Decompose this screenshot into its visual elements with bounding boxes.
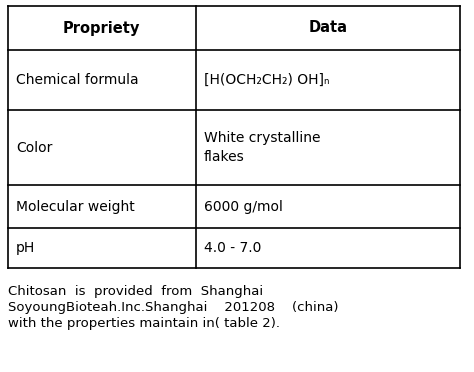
Text: [H(OCH₂CH₂) OH]ₙ: [H(OCH₂CH₂) OH]ₙ <box>203 73 329 87</box>
Text: with the properties maintain in( table 2).: with the properties maintain in( table 2… <box>8 317 280 330</box>
Text: Chemical formula: Chemical formula <box>16 73 138 87</box>
Text: Chitosan  is  provided  from  Shanghai: Chitosan is provided from Shanghai <box>8 285 263 298</box>
Text: Propriety: Propriety <box>63 20 140 35</box>
Text: pH: pH <box>16 241 35 255</box>
Text: Molecular weight: Molecular weight <box>16 199 135 214</box>
Text: 6000 g/mol: 6000 g/mol <box>203 199 283 214</box>
Text: White crystalline
flakes: White crystalline flakes <box>203 131 320 164</box>
Text: 4.0 - 7.0: 4.0 - 7.0 <box>203 241 261 255</box>
Text: Data: Data <box>308 20 347 35</box>
Text: Color: Color <box>16 141 52 154</box>
Text: SoyoungBioteah.Inc.Shanghai    201208    (china): SoyoungBioteah.Inc.Shanghai 201208 (chin… <box>8 301 338 314</box>
